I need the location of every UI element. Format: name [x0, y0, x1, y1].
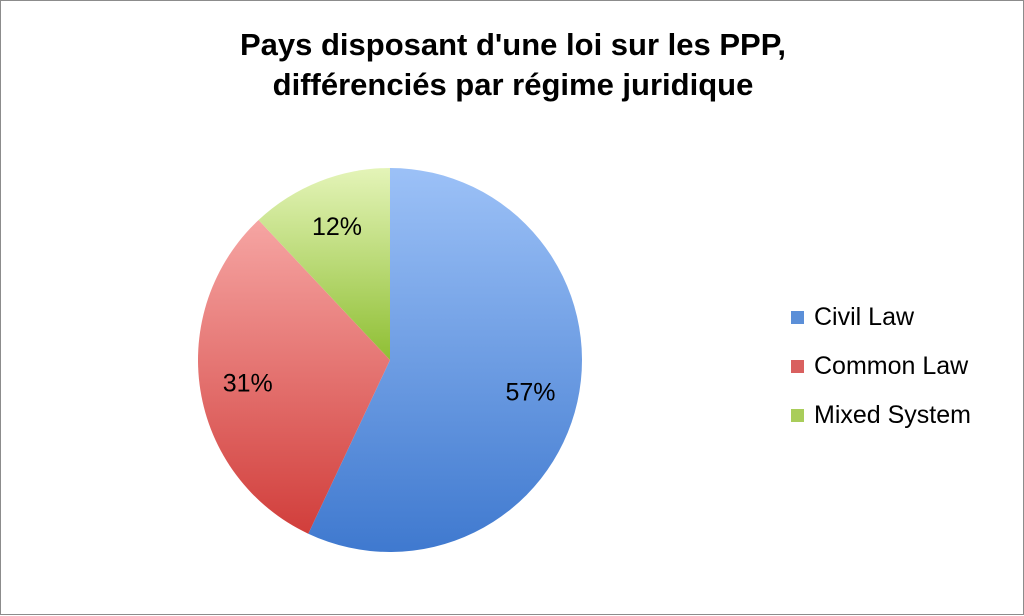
legend-label-mixed-system: Mixed System	[814, 401, 971, 429]
chart-title-line1: Pays disposant d'une loi sur les PPP,	[239, 27, 787, 62]
pie-slice-mixed-system	[258, 168, 390, 360]
pie-slice-civil-law	[308, 168, 582, 553]
chart-title: Pays disposant d'une loi sur les PPP, di…	[1, 25, 1024, 105]
pie-slice-common-law	[197, 220, 390, 534]
legend-label-civil-law: Civil Law	[814, 303, 915, 331]
legend-item-mixed-system: Mixed System	[791, 391, 971, 440]
legend-label-common-law: Common Law	[814, 352, 969, 380]
data-label-common-law: 31%	[223, 370, 273, 398]
chart-title-line2: différenciés par régime juridique	[272, 67, 754, 102]
data-label-mixed-system: 12%	[312, 213, 362, 241]
legend-item-civil-law: Civil Law	[791, 293, 971, 342]
legend-item-common-law: Common Law	[791, 342, 971, 391]
legend-swatch-mixed-system	[791, 409, 804, 422]
data-label-civil-law: 57%	[506, 378, 556, 406]
legend-swatch-common-law	[791, 360, 804, 373]
legend-swatch-civil-law	[791, 311, 804, 324]
legend: Civil Law Common Law Mixed System	[791, 293, 971, 440]
